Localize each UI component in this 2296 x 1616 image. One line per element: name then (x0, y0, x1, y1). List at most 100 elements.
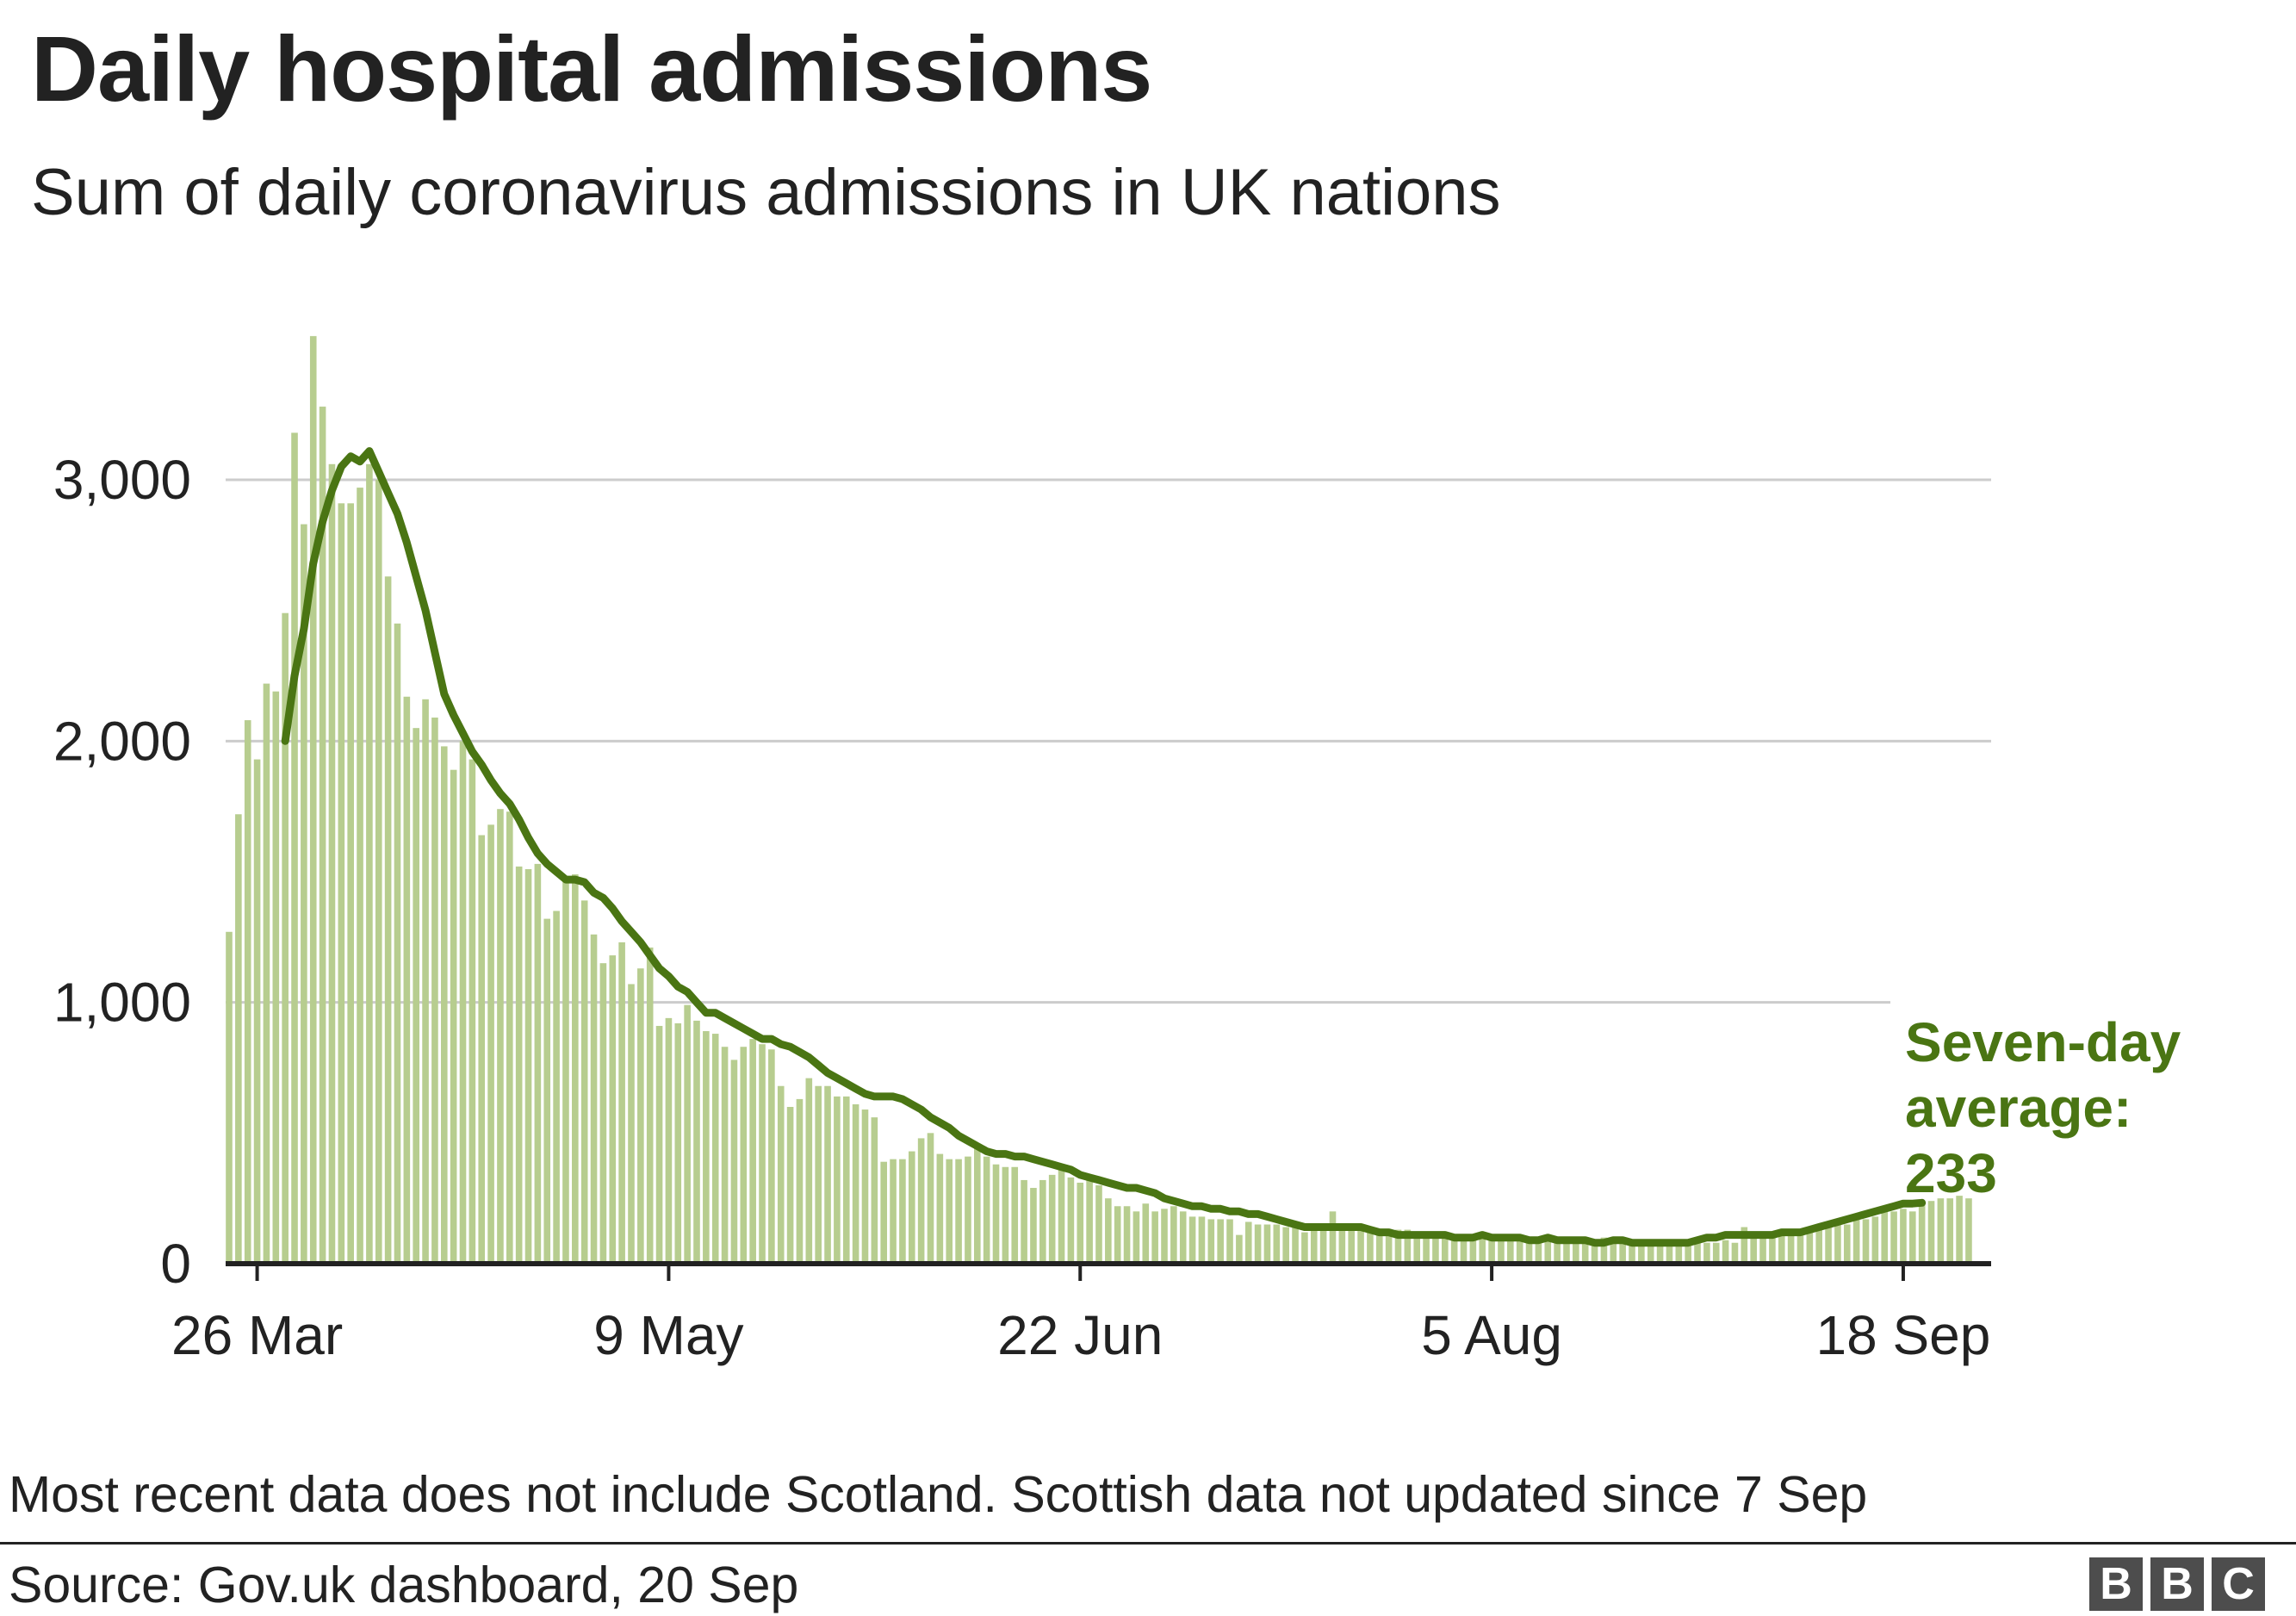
bar (506, 811, 513, 1264)
bar (431, 718, 438, 1264)
bar (366, 463, 373, 1264)
bar (1123, 1206, 1131, 1264)
bar (282, 612, 289, 1264)
bar (1132, 1211, 1140, 1264)
bar (917, 1138, 925, 1264)
bar (1404, 1229, 1412, 1264)
bar (955, 1159, 962, 1264)
bar (805, 1078, 813, 1264)
y-tick-label: 2,000 (53, 710, 191, 772)
bar (1731, 1242, 1739, 1264)
bar (711, 1034, 719, 1264)
bar (413, 728, 419, 1264)
bar (628, 984, 635, 1264)
bar (824, 1085, 831, 1264)
bar (572, 874, 579, 1264)
bar (469, 759, 476, 1264)
bar (1301, 1232, 1308, 1264)
bar (1207, 1219, 1215, 1264)
bar (1105, 1198, 1112, 1264)
bar (1375, 1229, 1383, 1264)
bar (235, 814, 242, 1264)
bar (309, 336, 317, 1265)
bar (1600, 1237, 1608, 1264)
bar (422, 699, 429, 1264)
bar (927, 1133, 934, 1264)
bar (1086, 1174, 1093, 1264)
bar (1142, 1203, 1150, 1264)
bar (665, 1017, 673, 1264)
bar (1956, 1196, 1963, 1264)
bar (1787, 1234, 1795, 1264)
bar (1666, 1242, 1673, 1264)
bar (880, 1161, 887, 1264)
chart-subtitle: Sum of daily coronavirus admissions in U… (31, 156, 1501, 229)
bar (450, 769, 457, 1264)
bar (1217, 1219, 1224, 1264)
y-tick-label: 0 (160, 1233, 191, 1295)
bar (1900, 1209, 1907, 1264)
bar (1067, 1177, 1075, 1264)
bar (375, 480, 382, 1264)
bar (852, 1103, 859, 1264)
bar (562, 879, 569, 1264)
bar (384, 576, 392, 1264)
bar (1825, 1227, 1832, 1264)
bar-series (226, 336, 1972, 1265)
bar (749, 1039, 756, 1264)
bar (1338, 1229, 1346, 1264)
bar (1890, 1211, 1897, 1264)
bar (543, 918, 551, 1264)
bar (1460, 1237, 1468, 1264)
bar (1741, 1227, 1748, 1264)
bar (1244, 1221, 1252, 1264)
bar (618, 942, 625, 1264)
bar (263, 683, 270, 1264)
bar (1263, 1224, 1271, 1264)
bar (1011, 1166, 1019, 1264)
bar (338, 503, 345, 1264)
bar (1629, 1240, 1635, 1264)
bar (1048, 1174, 1056, 1264)
bar (815, 1085, 822, 1264)
logo-letter: C (2212, 1557, 2265, 1611)
bar (1394, 1229, 1402, 1264)
bar (946, 1159, 953, 1264)
bar (1030, 1188, 1037, 1264)
bar (1656, 1240, 1664, 1264)
bar (1479, 1232, 1486, 1264)
y-tick-labels: 0 1,000 2,000 3,000 (53, 449, 191, 1295)
bar (730, 1060, 738, 1264)
bar (244, 720, 251, 1264)
bar (721, 1047, 729, 1264)
bar (1002, 1166, 1009, 1264)
bar (890, 1159, 897, 1264)
bar (674, 1022, 682, 1264)
bar (693, 1020, 700, 1264)
bar (1965, 1198, 1972, 1264)
bar (1469, 1234, 1477, 1264)
bar (1871, 1216, 1879, 1264)
bar (459, 741, 467, 1264)
bar (226, 931, 233, 1264)
bar (1516, 1234, 1523, 1264)
bar (1544, 1237, 1552, 1264)
bar (1039, 1179, 1046, 1264)
bar (759, 1044, 766, 1264)
footer-divider (0, 1542, 2296, 1545)
bar (1282, 1227, 1289, 1264)
bar (1554, 1240, 1561, 1264)
bar (534, 863, 542, 1264)
x-tick-label: 5 Aug (1421, 1304, 1562, 1366)
bar (478, 835, 486, 1264)
bar (777, 1085, 785, 1264)
bar (1357, 1227, 1364, 1264)
bar (637, 968, 644, 1264)
bar (1852, 1219, 1860, 1264)
bar (1778, 1232, 1785, 1264)
x-tick-label: 22 Jun (997, 1304, 1163, 1366)
y-tick-label: 1,000 (53, 972, 191, 1034)
bar (1310, 1229, 1318, 1264)
annotation-line: Seven-day (1905, 1011, 2181, 1073)
bar (1254, 1224, 1262, 1264)
